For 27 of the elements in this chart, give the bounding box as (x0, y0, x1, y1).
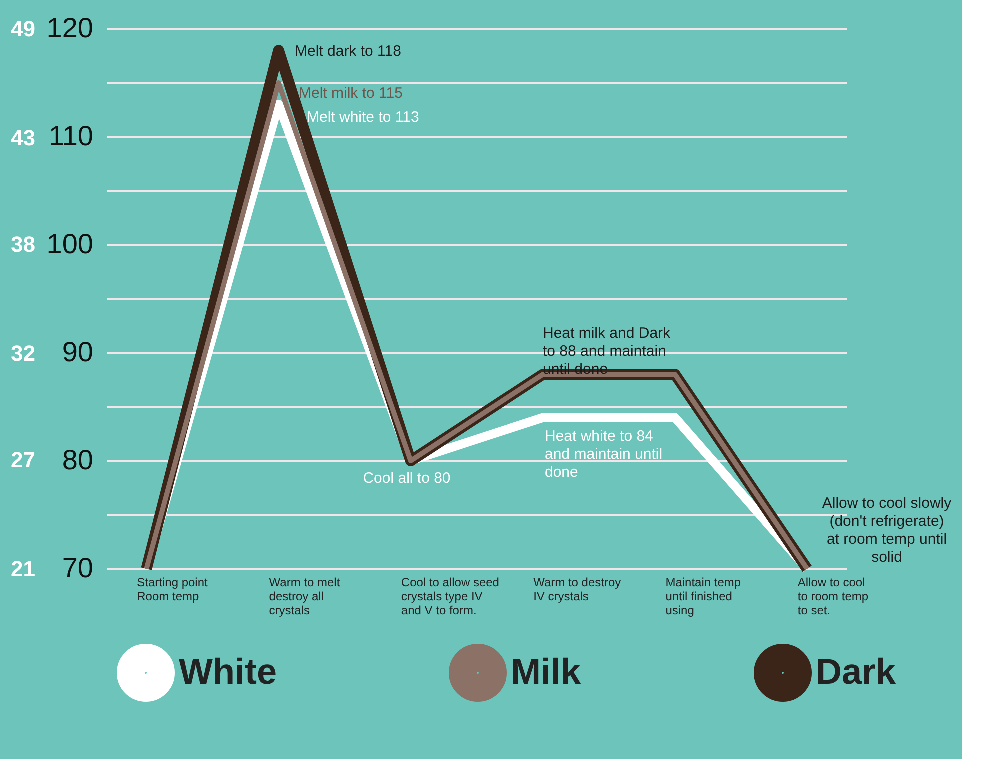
y2-tick-label: 38 (11, 232, 36, 258)
y-tick-label: 70 (62, 552, 94, 584)
x-tick-label: Maintain temp until finished using (666, 576, 742, 618)
y2-tick-label: 49 (11, 16, 36, 42)
annotation: Melt dark to 118 (295, 43, 402, 60)
x-tick-label: Allow to cool to room temp to set. (798, 576, 869, 618)
annotation: Heat white to 84 and maintain until done (545, 428, 663, 481)
x-tick-label: Warm to destroy IV crystals (534, 576, 622, 604)
legend-label: White (179, 651, 277, 692)
x-tick-label: Warm to melt destroy all crystals (269, 576, 341, 618)
y-tick-label: 120 (46, 12, 94, 44)
x-tick-label: Starting point Room temp (137, 576, 209, 604)
y2-tick-label: 21 (11, 556, 36, 582)
y2-tick-label: 43 (11, 125, 36, 150)
annotation: Allow to cool slowly (don't refrigerate) at room temp until solid (822, 495, 952, 566)
y2-tick-label: 27 (11, 448, 36, 473)
annotation: Cool all to 80 (363, 470, 451, 487)
legend-label: Milk (511, 651, 582, 692)
y-tick-label: 80 (62, 444, 94, 476)
annotation: Melt white to 113 (307, 109, 420, 126)
y-tick-label: 90 (62, 336, 94, 368)
y-tick-label: 110 (48, 120, 94, 152)
legend-label: Dark (816, 651, 898, 692)
x-tick-label: Cool to allow seed crystals type IV and V to form. (401, 576, 500, 618)
y2-tick-label: 32 (11, 340, 36, 366)
annotation: Melt milk to 115 (299, 85, 403, 102)
y-tick-label: 100 (46, 228, 94, 260)
